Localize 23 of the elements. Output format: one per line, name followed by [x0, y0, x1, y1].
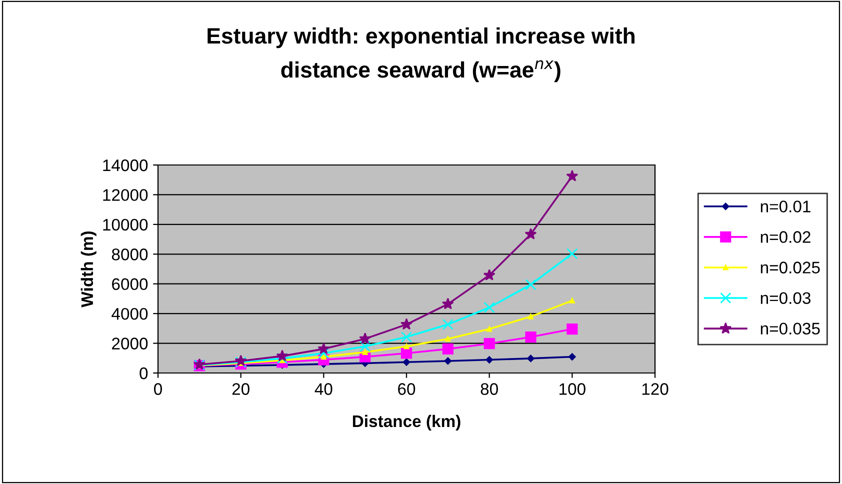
- y-tick-label: 4000: [112, 308, 148, 320]
- y-tick-label: 2000: [112, 338, 148, 350]
- y-tick-label: 8000: [112, 248, 148, 260]
- x-tick-label: 0: [154, 383, 162, 395]
- y-tick-label: 6000: [112, 278, 148, 290]
- x-tick-label: 80: [480, 383, 498, 395]
- y-tick-label: 10000: [103, 218, 148, 231]
- x-tick-label: 60: [398, 383, 416, 395]
- x-axis-title: Distance (km): [352, 414, 460, 430]
- y-tick-label: 0: [140, 367, 148, 380]
- y-tick-label: 12000: [103, 189, 148, 201]
- y-tick-label: 14000: [103, 159, 148, 172]
- legend-label: n=0.03: [760, 292, 810, 304]
- y-axis-title: Width (m): [80, 231, 96, 308]
- legend-label: n=0.035: [760, 322, 820, 335]
- legend-label: n=0.025: [760, 262, 820, 274]
- legend-label: n=0.01: [760, 200, 810, 212]
- chart-title: Estuary width: exponential increase with distance seaward (w=ae$^{nx}$): [208, 27, 635, 82]
- x-tick-label: 40: [314, 383, 332, 395]
- x-tick-label: 20: [232, 383, 250, 395]
- legend-label: n=0.02: [760, 231, 810, 243]
- x-tick-label: 100: [560, 383, 586, 395]
- x-tick-label: 120: [642, 383, 668, 395]
